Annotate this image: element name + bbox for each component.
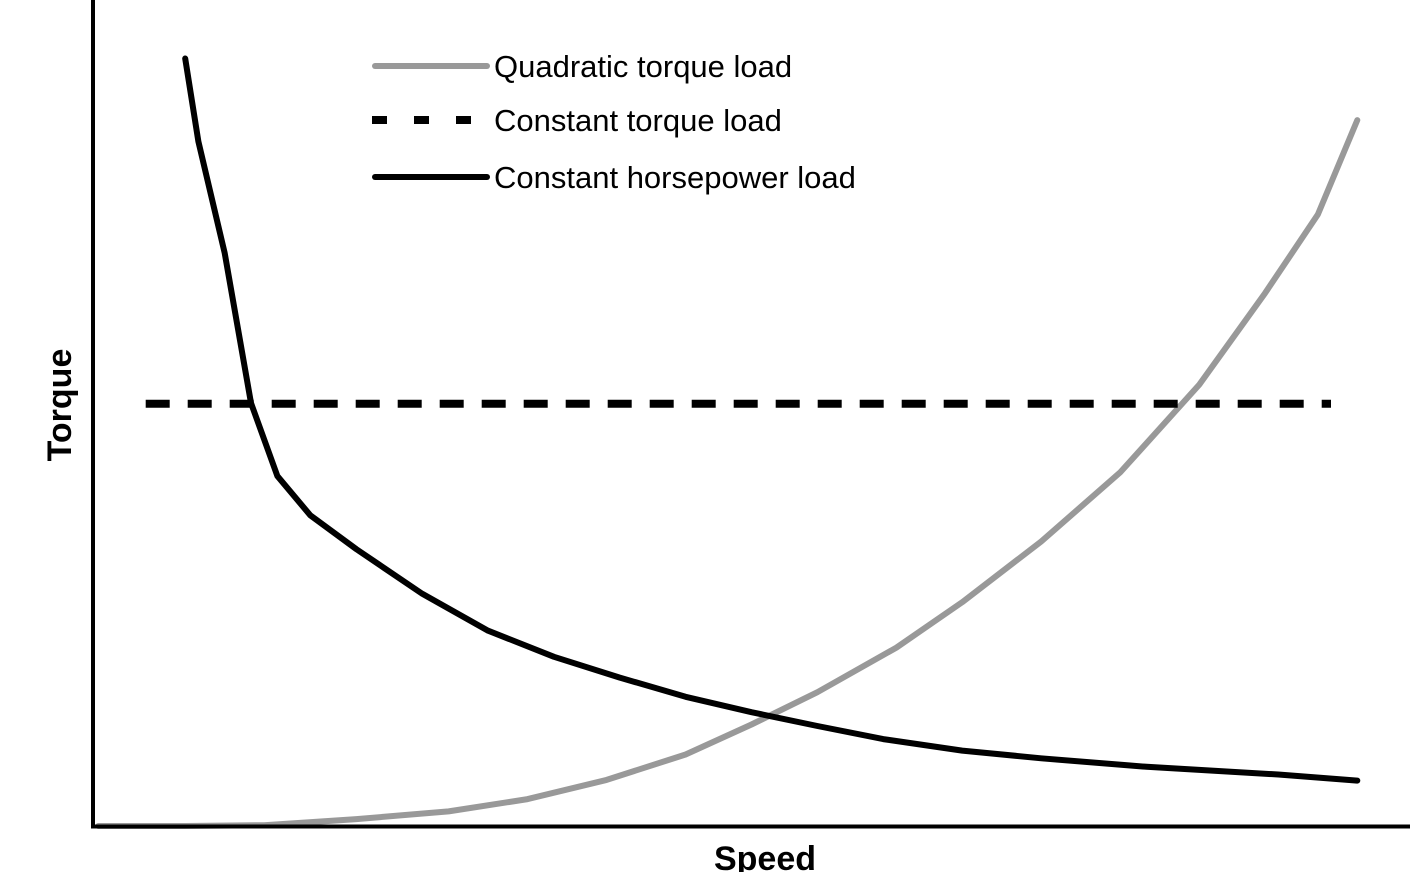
x-axis-title: Speed bbox=[714, 840, 816, 872]
legend-label-constant-torque-load: Constant torque load bbox=[494, 103, 782, 138]
legend-label-quadratic-torque-load: Quadratic torque load bbox=[494, 49, 792, 84]
legend-label-constant-horsepower-load: Constant horsepower load bbox=[494, 160, 856, 195]
series-line-constant-horsepower-load bbox=[182, 55, 1361, 784]
legend: Quadratic torque load Constant torque loa… bbox=[372, 49, 856, 195]
series-line-quadratic-torque-load bbox=[95, 117, 1361, 829]
plot-lines bbox=[95, 55, 1361, 829]
y-axis-title: Torque bbox=[41, 349, 79, 462]
